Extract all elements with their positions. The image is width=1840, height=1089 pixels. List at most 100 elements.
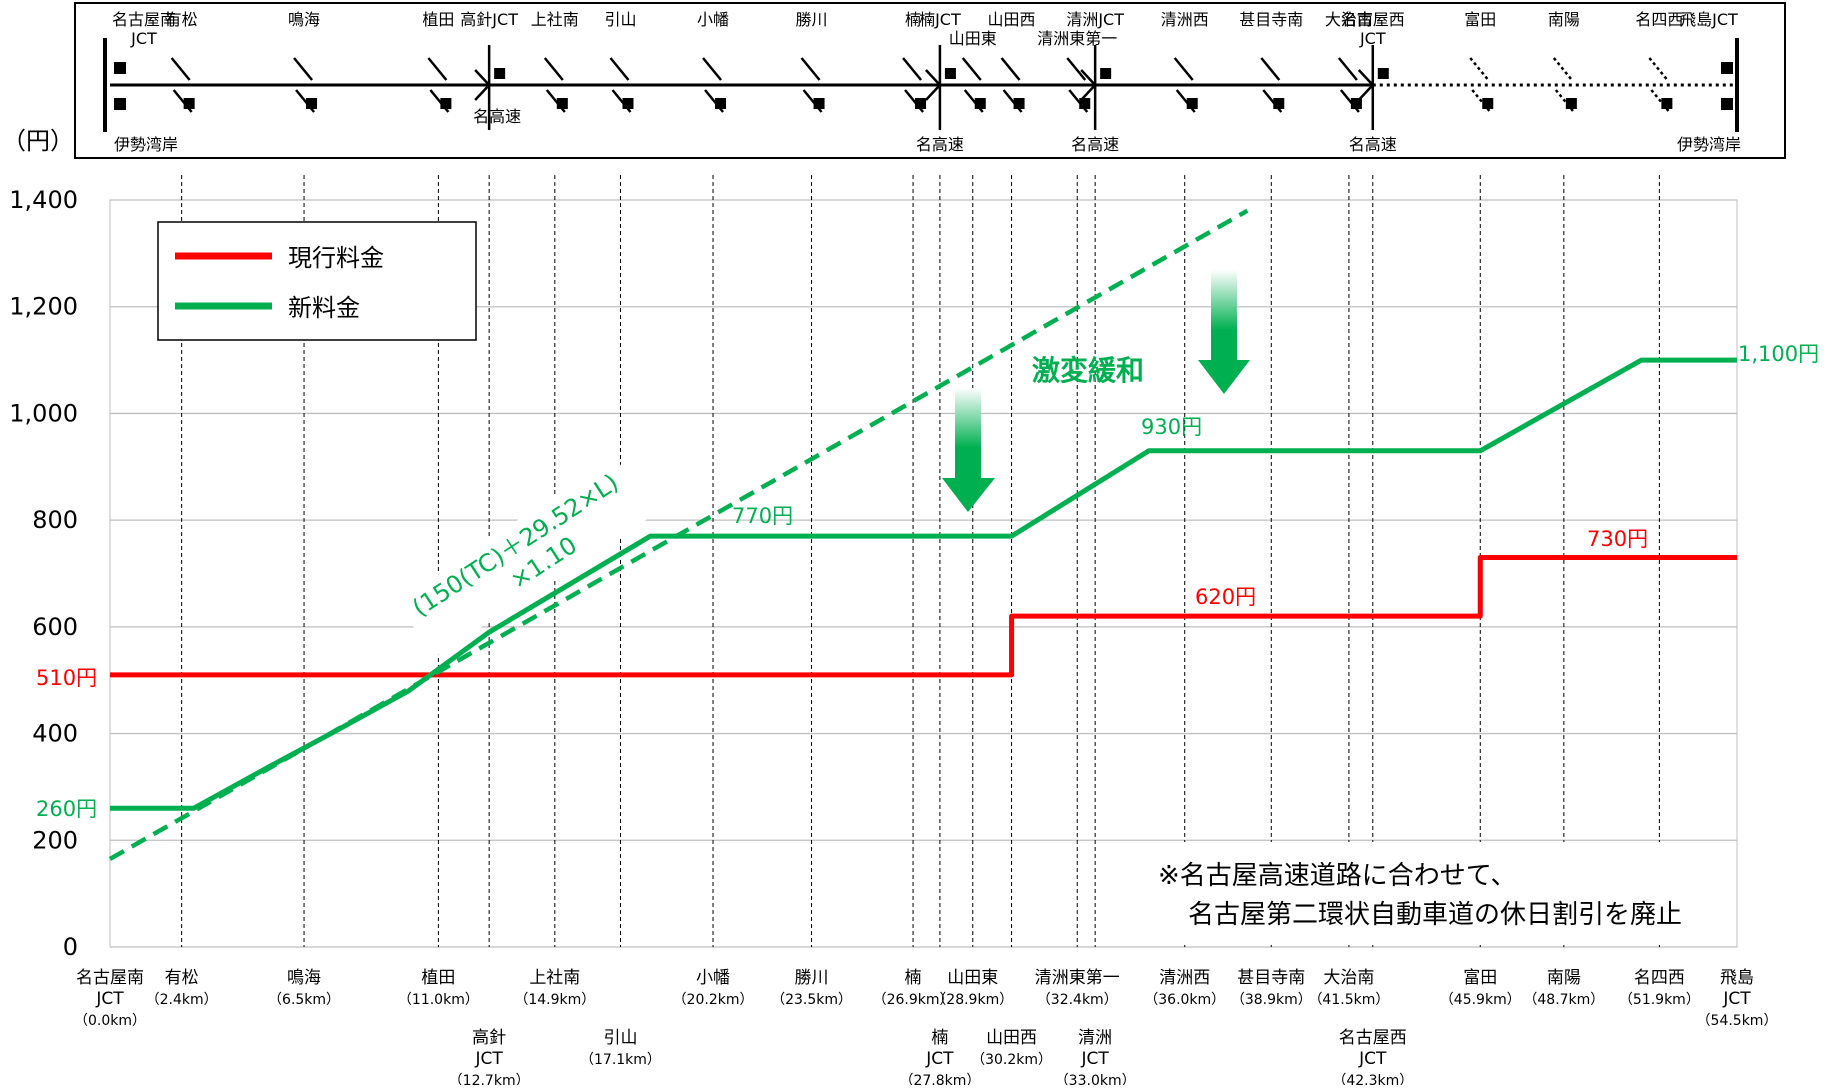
route-station-label: 鳴海 xyxy=(288,10,320,29)
station-km-label: （23.5km） xyxy=(771,992,852,1008)
route-connection-label: 伊勢湾岸 xyxy=(114,135,178,154)
route-ramp xyxy=(1554,89,1575,113)
route-station-label: 高針JCT xyxy=(460,10,518,29)
route-connection-label: 名高速 xyxy=(1071,135,1119,154)
station-name-label: 引山 xyxy=(603,1028,637,1048)
station-km-label: （30.2km） xyxy=(971,1052,1052,1068)
route-marker xyxy=(494,68,506,79)
label-current-730: 730円 xyxy=(1587,527,1648,551)
station-name-label: JCT xyxy=(1358,1049,1387,1069)
route-station-label: 引山 xyxy=(604,10,636,29)
route-marker xyxy=(1273,98,1285,109)
y-tick-label: 0 xyxy=(63,933,78,961)
station-km-label: （51.9km） xyxy=(1619,992,1700,1008)
y-unit-label: （円） xyxy=(2,127,74,155)
label-current-620: 620円 xyxy=(1195,585,1256,609)
route-station-label: 大治南 xyxy=(1325,10,1373,29)
route-ramp xyxy=(1066,57,1087,81)
route-ramp xyxy=(293,57,314,81)
y-tick-label: 1,000 xyxy=(9,399,78,427)
mitigation-arrow-1 xyxy=(942,388,995,512)
y-tick-label: 1,200 xyxy=(9,293,78,321)
station-name-label: 鳴海 xyxy=(287,968,321,988)
route-station-label: 南陽 xyxy=(1548,10,1580,29)
station-name-label: 名古屋西 xyxy=(1339,1028,1407,1048)
station-name-label: JCT xyxy=(1081,1049,1110,1069)
route-marker xyxy=(306,98,318,109)
route-ramp xyxy=(474,69,491,86)
station-km-label: （54.5km） xyxy=(1697,1013,1778,1029)
route-station-label: 名古屋西 xyxy=(1341,10,1405,29)
station-name-label: 清洲 xyxy=(1078,1028,1112,1048)
station-name-label: JCT xyxy=(925,1049,954,1069)
route-station-label: 小幡 xyxy=(697,10,729,29)
route-marker xyxy=(915,98,927,109)
route-station-label: 上社南 xyxy=(531,10,579,29)
route-ramp xyxy=(1357,84,1374,101)
route-station-label: 名古屋南 xyxy=(112,10,176,29)
route-ramp xyxy=(925,69,941,86)
route-marker xyxy=(114,98,126,110)
station-km-label: （0.0km） xyxy=(74,1013,146,1029)
route-connection-label: 名高速 xyxy=(473,107,521,126)
series-layer xyxy=(108,208,1737,861)
y-tick-label: 400 xyxy=(32,720,78,748)
station-name-label: 大治南 xyxy=(1323,968,1374,988)
station-km-label: （48.7km） xyxy=(1523,992,1604,1008)
route-station-label: 甚目寺南 xyxy=(1239,10,1303,29)
route-connection-label: 名高速 xyxy=(1349,135,1397,154)
station-name-label: 小幡 xyxy=(696,968,730,988)
legend-label-new: 新料金 xyxy=(288,294,360,322)
station-km-label: （27.8km） xyxy=(899,1073,980,1085)
series-new-toll xyxy=(110,357,1737,811)
route-ramp xyxy=(474,84,491,101)
station-km-label: （2.4km） xyxy=(146,992,218,1008)
station-name-label: JCT xyxy=(1722,989,1751,1009)
route-ramp xyxy=(1173,57,1194,81)
station-name-label: 植田 xyxy=(421,968,455,988)
route-station-label: 清洲東第一 xyxy=(1037,29,1117,48)
route-ramp xyxy=(1357,69,1374,86)
route-marker xyxy=(622,98,634,109)
station-km-label: （28.9km） xyxy=(932,992,1013,1008)
station-name-label: 上社南 xyxy=(529,968,580,988)
route-ramp xyxy=(609,57,630,81)
legend-label-current: 現行料金 xyxy=(288,244,384,272)
route-marker xyxy=(1350,98,1362,109)
station-km-label: （26.9km） xyxy=(873,992,954,1008)
station-name-label: 飛島 xyxy=(1720,968,1754,988)
x-axis-labels: 名古屋南JCT（0.0km）有松（2.4km）鳴海（6.5km）植田（11.0k… xyxy=(74,968,1778,1089)
label-new-770: 770円 xyxy=(732,504,793,528)
station-name-label: 清洲東第一 xyxy=(1035,968,1120,988)
station-name-label: 楠 xyxy=(905,968,922,988)
station-km-label: （17.1km） xyxy=(580,1052,661,1068)
station-km-label: （38.9km） xyxy=(1231,992,1312,1008)
station-km-label: （45.9km） xyxy=(1440,992,1521,1008)
route-station-label: 名四西 xyxy=(1635,10,1683,29)
note-box: ※名古屋高速道路に合わせて、 名古屋第二環状自動車道の休日割引を廃止 xyxy=(1148,842,1736,942)
route-ramp xyxy=(800,57,821,81)
mitigation-arrow-2 xyxy=(1198,270,1250,394)
route-ramp xyxy=(961,57,982,81)
station-name-label: 山田東 xyxy=(947,968,998,988)
route-marker xyxy=(1100,68,1112,79)
route-ramp xyxy=(1080,84,1097,101)
station-km-label: （11.0km） xyxy=(398,992,479,1008)
station-name-label: 勝川 xyxy=(795,968,829,988)
route-marker xyxy=(715,98,727,109)
station-km-label: （32.4km） xyxy=(1037,992,1118,1008)
route-station-label: JCT xyxy=(130,29,157,48)
station-name-label: 南陽 xyxy=(1547,968,1581,988)
route-marker xyxy=(813,98,825,109)
route-marker xyxy=(1186,98,1198,109)
legend: 現行料金 新料金 xyxy=(157,221,477,341)
route-ramp xyxy=(543,57,564,81)
route-station-label: 山田西 xyxy=(988,10,1036,29)
station-name-label: 高針 xyxy=(472,1028,506,1048)
mitigation-label: 激変緩和 xyxy=(1032,354,1144,387)
route-ramp xyxy=(427,57,448,81)
label-new-260: 260円 xyxy=(36,797,97,821)
